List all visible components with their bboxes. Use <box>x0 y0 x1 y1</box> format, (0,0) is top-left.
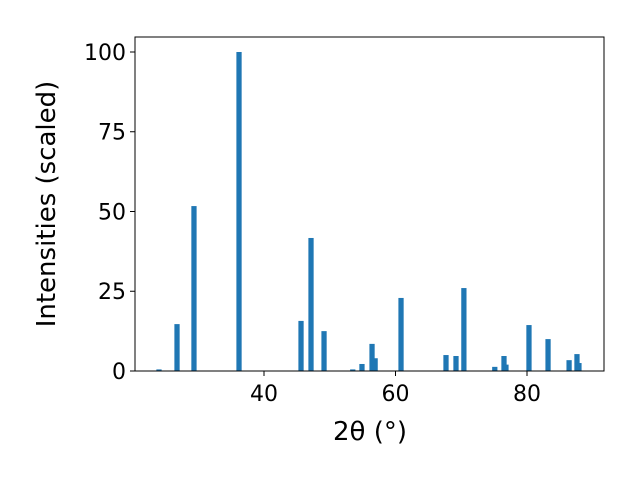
bar <box>236 51 242 371</box>
y-tick-label: 50 <box>98 200 126 225</box>
bar <box>492 366 498 371</box>
plot-frame <box>134 36 605 372</box>
bar <box>503 364 509 371</box>
bar <box>526 325 532 371</box>
y-axis-label: Intensities (scaled) <box>32 81 62 328</box>
bar <box>350 369 356 371</box>
x-tick-label: 80 <box>513 382 541 407</box>
bar <box>298 320 304 371</box>
bar <box>461 288 467 371</box>
y-tick-label: 75 <box>98 121 126 146</box>
bar <box>174 324 180 371</box>
y-tick-label: 100 <box>84 41 126 66</box>
bar <box>308 237 314 371</box>
x-tick-label: 40 <box>250 382 278 407</box>
bar <box>574 354 580 371</box>
bar <box>369 343 375 371</box>
bar <box>545 339 551 371</box>
bar <box>156 369 162 371</box>
y-tick-label: 0 <box>112 360 126 385</box>
x-tick-label: 60 <box>382 382 410 407</box>
bar <box>372 358 378 371</box>
bar <box>398 297 404 371</box>
y-tick-label: 25 <box>98 280 126 305</box>
bar <box>566 360 572 371</box>
x-axis-label: 2θ (°) <box>333 417 407 447</box>
bar <box>191 206 197 371</box>
bar <box>359 363 365 371</box>
bar <box>321 331 327 371</box>
bar <box>453 356 459 371</box>
bar <box>501 356 507 371</box>
bar <box>576 363 582 371</box>
bar <box>443 355 449 371</box>
